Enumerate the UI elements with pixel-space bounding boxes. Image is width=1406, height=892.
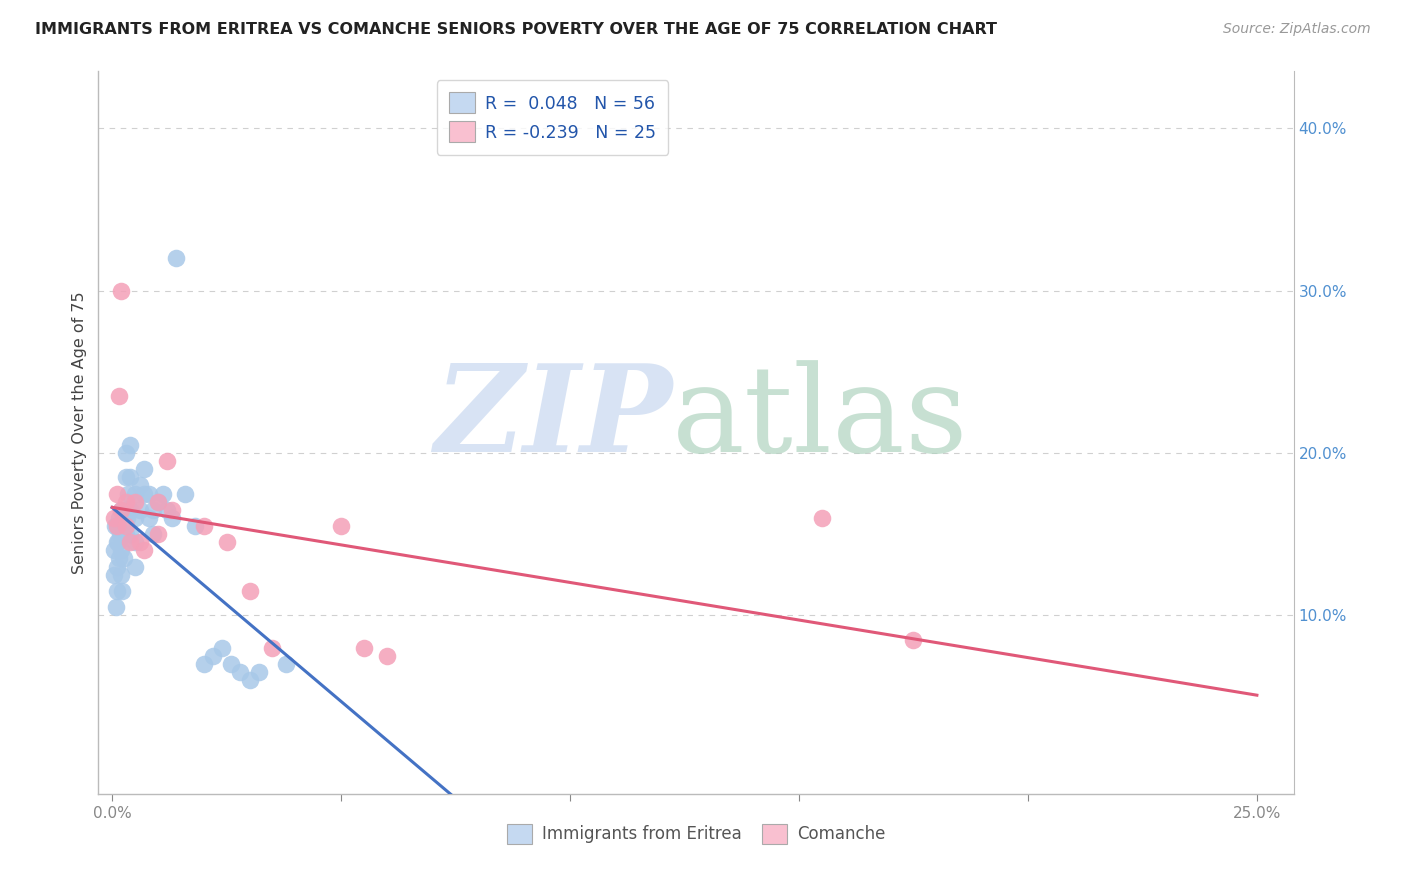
Point <box>107 535 129 549</box>
Point <box>156 454 179 468</box>
Point <box>211 640 233 655</box>
Point <box>110 527 132 541</box>
Legend: Immigrants from Eritrea, Comanche: Immigrants from Eritrea, Comanche <box>501 817 891 851</box>
Point <box>375 648 398 663</box>
Point <box>156 502 179 516</box>
Point <box>104 600 127 615</box>
Point <box>146 494 169 508</box>
Point <box>117 486 139 500</box>
Point <box>110 567 132 582</box>
Point <box>115 502 138 516</box>
Point <box>120 527 142 541</box>
Point <box>120 502 142 516</box>
Point <box>103 567 125 582</box>
Point <box>112 551 135 566</box>
Y-axis label: Seniors Poverty Over the Age of 75: Seniors Poverty Over the Age of 75 <box>72 292 87 574</box>
Point <box>262 640 284 655</box>
Point <box>107 519 129 533</box>
Point <box>124 511 146 525</box>
Point <box>110 284 132 298</box>
Point <box>238 583 260 598</box>
Point <box>105 583 128 598</box>
Point <box>105 535 128 549</box>
Point <box>120 438 142 452</box>
Point <box>128 502 150 516</box>
Point <box>115 470 138 484</box>
Point <box>134 462 156 476</box>
Point <box>142 527 165 541</box>
Text: ZIP: ZIP <box>434 359 672 477</box>
Point <box>105 519 128 533</box>
Point <box>193 519 215 533</box>
Point <box>110 527 132 541</box>
Point <box>108 389 131 403</box>
Point <box>115 511 138 525</box>
Point <box>134 486 156 500</box>
Point <box>124 494 146 508</box>
Point <box>115 494 138 508</box>
Point <box>215 535 238 549</box>
Point <box>105 486 128 500</box>
Point <box>138 511 160 525</box>
Point <box>104 519 127 533</box>
Point <box>103 511 125 525</box>
Text: Source: ZipAtlas.com: Source: ZipAtlas.com <box>1223 22 1371 37</box>
Point <box>115 527 138 541</box>
Point <box>115 446 138 460</box>
Point <box>110 502 132 516</box>
Point <box>146 494 169 508</box>
Point <box>128 535 150 549</box>
Point <box>120 470 142 484</box>
Point <box>330 519 353 533</box>
Point <box>193 657 215 671</box>
Point <box>108 551 131 566</box>
Point <box>108 511 131 525</box>
Point <box>353 640 375 655</box>
Point <box>124 486 146 500</box>
Point <box>110 502 132 516</box>
Point <box>134 543 156 558</box>
Point <box>124 559 146 574</box>
Point <box>146 527 169 541</box>
Point <box>247 665 270 679</box>
Point <box>219 657 242 671</box>
Point <box>105 559 128 574</box>
Point <box>120 535 142 549</box>
Point <box>183 519 205 533</box>
Point <box>229 665 252 679</box>
Point <box>138 486 160 500</box>
Point <box>110 543 132 558</box>
Point <box>142 502 165 516</box>
Point <box>160 511 183 525</box>
Point <box>201 648 224 663</box>
Point <box>103 543 125 558</box>
Point <box>903 632 925 647</box>
Point <box>105 519 128 533</box>
Point <box>276 657 298 671</box>
Point <box>152 486 174 500</box>
Point <box>160 502 183 516</box>
Point <box>174 486 197 500</box>
Point <box>128 478 150 492</box>
Point <box>238 673 260 688</box>
Text: IMMIGRANTS FROM ERITREA VS COMANCHE SENIORS POVERTY OVER THE AGE OF 75 CORRELATI: IMMIGRANTS FROM ERITREA VS COMANCHE SENI… <box>35 22 997 37</box>
Point <box>115 519 138 533</box>
Text: atlas: atlas <box>672 359 969 476</box>
Point <box>111 583 134 598</box>
Point <box>811 511 834 525</box>
Point <box>124 535 146 549</box>
Point <box>165 251 187 265</box>
